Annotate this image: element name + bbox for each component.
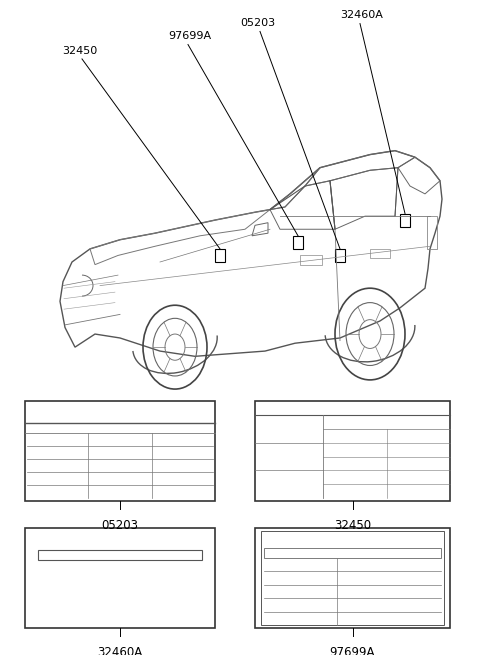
Text: 32460A: 32460A	[340, 10, 383, 20]
Bar	[370, 249, 390, 258]
Bar	[293, 236, 303, 249]
Bar	[25, 401, 215, 501]
Bar	[255, 528, 450, 628]
Text: 05203: 05203	[101, 519, 139, 532]
Bar	[427, 216, 437, 249]
Bar	[38, 550, 202, 560]
Bar	[264, 548, 441, 558]
Text: 32450: 32450	[62, 46, 97, 56]
Bar	[335, 249, 345, 262]
Bar	[255, 401, 450, 501]
Text: 05203: 05203	[240, 18, 275, 28]
Bar	[300, 255, 322, 265]
Bar	[261, 531, 444, 625]
Bar	[400, 214, 410, 227]
Text: 97699A: 97699A	[330, 646, 375, 655]
Text: 97699A: 97699A	[168, 31, 211, 41]
Text: 32450: 32450	[334, 519, 371, 532]
Text: 32460A: 32460A	[97, 646, 143, 655]
Bar	[215, 249, 225, 262]
Bar	[25, 528, 215, 628]
